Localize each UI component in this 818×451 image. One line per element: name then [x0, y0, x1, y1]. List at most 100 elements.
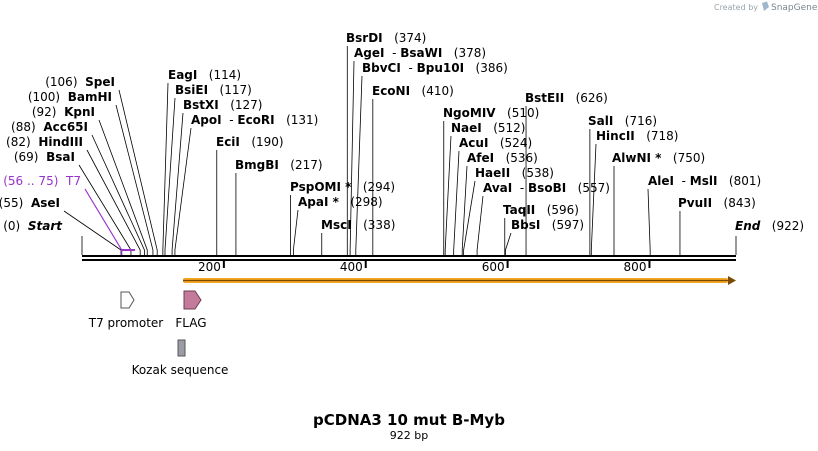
site-label[interactable]: PvuII (843): [678, 196, 756, 210]
credit-prefix: Created by: [714, 3, 758, 12]
site-kpni[interactable]: (92) KpnI: [32, 105, 148, 255]
site-label[interactable]: NaeI (512): [451, 121, 525, 135]
orf-arrowhead: [728, 276, 736, 285]
site-sali[interactable]: SalI (716): [588, 114, 657, 255]
site-leader-line: [355, 75, 363, 255]
site-label[interactable]: BbvCI - Bpu10I (386): [362, 61, 508, 75]
site-afei[interactable]: AfeI (536): [461, 151, 538, 255]
site-label[interactable]: BstEII (626): [525, 91, 608, 105]
site-ecii[interactable]: EciI (190): [216, 135, 284, 255]
site-label[interactable]: (56 .. 75) T7: [3, 174, 81, 188]
credit-brand: SnapGene: [771, 3, 818, 13]
site-leader-line: [461, 165, 468, 255]
site-label[interactable]: (82) HindIII: [6, 135, 83, 149]
site-eagi[interactable]: EagI (114): [162, 68, 241, 255]
site-msci[interactable]: MscI (338): [321, 218, 395, 255]
site-label[interactable]: (69) BsaI: [14, 150, 75, 164]
site-label[interactable]: BbsI (597): [511, 218, 584, 232]
site-label[interactable]: EciI (190): [216, 135, 284, 149]
site-leader-line: [162, 82, 169, 255]
site-label[interactable]: AcuI (524): [459, 136, 532, 150]
site-end[interactable]: End (922): [735, 219, 804, 255]
t7-promoter-arrow-icon[interactable]: [120, 291, 135, 309]
site-bamhi[interactable]: (100) BamHI: [28, 90, 154, 255]
site-label[interactable]: BstXI (127): [183, 98, 262, 112]
ruler-tick-label: 400: [340, 260, 363, 274]
map-subtitle: 922 bp: [390, 429, 428, 442]
site-leader-line: [476, 195, 484, 255]
site-label[interactable]: AleI - MslI (801): [648, 174, 761, 188]
site-apoi-ecori[interactable]: ApoI - EcoRI (131): [174, 113, 318, 255]
site-leader-line: [91, 134, 145, 255]
site-label[interactable]: (100) BamHI: [28, 90, 112, 104]
site-label[interactable]: EcoNI (410): [372, 84, 454, 98]
site-leader-line: [164, 97, 176, 255]
site-label[interactable]: EagI (114): [168, 68, 241, 82]
site-label[interactable]: AfeI (536): [467, 151, 538, 165]
feature-label-t7-promoter: T7 promoter: [88, 316, 164, 330]
site-start[interactable]: (0) Start: [3, 219, 83, 255]
kozak-box-icon[interactable]: [177, 339, 186, 357]
site-label[interactable]: BsiEI (117): [175, 83, 252, 97]
site-haeii[interactable]: HaeII (538): [463, 166, 554, 255]
site-label[interactable]: ApoI - EcoRI (131): [191, 113, 318, 127]
site-apai[interactable]: ApaI * (298): [292, 195, 383, 255]
site-label[interactable]: AvaI - BsoBI (557): [483, 181, 610, 195]
site-bbsi[interactable]: BbsI (597): [505, 218, 584, 255]
site-label[interactable]: SalI (716): [588, 114, 657, 128]
site-hincii[interactable]: HincII (718): [590, 129, 678, 255]
site-label[interactable]: NgoMIV (510): [443, 106, 539, 120]
site-leader-line: [292, 209, 299, 255]
site-t7[interactable]: (56 .. 75) T7: [3, 174, 123, 255]
site-econi[interactable]: EcoNI (410): [372, 84, 454, 255]
site-pspomi[interactable]: PspOMI * (294): [290, 180, 395, 255]
site-label[interactable]: PspOMI * (294): [290, 180, 395, 194]
site-hindiii[interactable]: (82) HindIII: [6, 135, 141, 255]
site-label[interactable]: (55) AseI: [0, 196, 60, 210]
site-bsiei[interactable]: BsiEI (117): [164, 83, 252, 255]
site-ngomiv[interactable]: NgoMIV (510): [443, 106, 539, 255]
site-leader-line: [115, 104, 154, 255]
site-label[interactable]: (0) Start: [3, 219, 63, 233]
feature-t7-promoter[interactable]: T7 promoter: [88, 291, 164, 330]
site-agei-bsawi[interactable]: AgeI - BsaWI (378): [349, 46, 486, 255]
site-leader-line: [98, 119, 148, 255]
ruler: 200 400 600 800: [198, 260, 651, 274]
flag-arrow-icon[interactable]: [183, 290, 202, 310]
site-bmgbi[interactable]: BmgBI (217): [235, 158, 323, 255]
site-bsrdi[interactable]: BsrDI (374): [346, 31, 426, 255]
orf-arrow[interactable]: [183, 276, 736, 285]
site-acc65i[interactable]: (88) Acc65I: [11, 120, 145, 255]
site-leader-line: [463, 180, 476, 255]
site-label[interactable]: HincII (718): [596, 129, 678, 143]
site-taqii[interactable]: TaqII (596): [503, 203, 579, 255]
site-alei-msli[interactable]: AleI - MslI (801): [647, 174, 761, 255]
site-bsai[interactable]: (69) BsaI: [14, 150, 132, 255]
site-label[interactable]: ApaI * (298): [298, 195, 383, 209]
site-label[interactable]: AlwNI * (750): [612, 151, 705, 165]
site-label[interactable]: BmgBI (217): [235, 158, 323, 172]
site-label[interactable]: End (922): [735, 219, 804, 233]
site-label[interactable]: (92) KpnI: [32, 105, 95, 119]
site-naei[interactable]: NaeI (512): [444, 121, 525, 255]
feature-flag[interactable]: FLAG: [175, 290, 207, 330]
site-spei[interactable]: (106) SpeI: [45, 75, 158, 255]
site-label[interactable]: BsrDI (374): [346, 31, 426, 45]
site-acui[interactable]: AcuI (524): [453, 136, 532, 255]
site-leader-line: [118, 89, 158, 255]
site-asei[interactable]: (55) AseI: [0, 196, 122, 255]
site-bbvci-bpu10i[interactable]: BbvCI - Bpu10I (386): [355, 61, 508, 255]
site-alwni[interactable]: AlwNI * (750): [612, 151, 705, 255]
site-label[interactable]: TaqII (596): [503, 203, 579, 217]
site-avai-bsobi[interactable]: AvaI - BsoBI (557): [476, 181, 610, 255]
site-pvuii[interactable]: PvuII (843): [678, 196, 756, 255]
site-label[interactable]: HaeII (538): [475, 166, 554, 180]
site-label[interactable]: (88) Acc65I: [11, 120, 88, 134]
restriction-sites: (0) Start (55) AseI (56 .. 75) T7 (69) BsaI…: [0, 31, 804, 255]
site-bstxi[interactable]: BstXI (127): [171, 98, 262, 255]
site-label[interactable]: MscI (338): [321, 218, 395, 232]
feature-kozak[interactable]: Kozak sequence: [132, 339, 229, 377]
site-label[interactable]: AgeI - BsaWI (378): [354, 46, 486, 60]
site-label[interactable]: (106) SpeI: [45, 75, 115, 89]
site-bsteii[interactable]: BstEII (626): [525, 91, 608, 255]
